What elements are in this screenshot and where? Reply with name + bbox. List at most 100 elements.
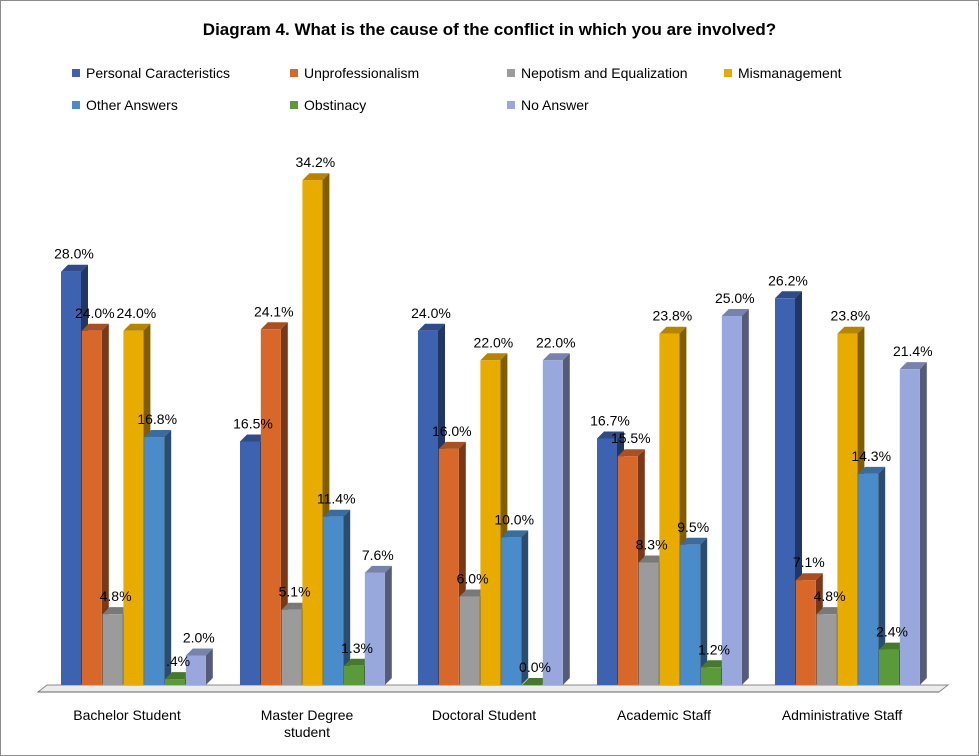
- data-label: 10.0%: [494, 511, 534, 527]
- bar-top: [899, 362, 927, 370]
- bar: [364, 572, 385, 685]
- category-label: Master Degree: [261, 707, 354, 723]
- bar: [185, 655, 206, 685]
- data-label: 21.4%: [893, 343, 933, 359]
- data-label: 1.2%: [698, 641, 730, 657]
- bar-top: [302, 173, 330, 181]
- legend-swatch: [507, 101, 515, 109]
- bar: [899, 369, 920, 685]
- bar: [775, 298, 795, 685]
- data-label: 24.1%: [254, 303, 294, 319]
- bar: [701, 667, 721, 685]
- data-label: 15.5%: [611, 430, 651, 446]
- bar: [480, 360, 501, 685]
- bar-top: [459, 589, 487, 597]
- bar: [879, 649, 899, 685]
- bar: [438, 448, 459, 685]
- bar-top: [344, 658, 371, 666]
- bar-top: [597, 431, 624, 439]
- data-label: 25.0%: [715, 290, 755, 306]
- bar-top: [81, 323, 109, 331]
- bar-top: [680, 537, 708, 545]
- legend-item-obstinacy: Obstinacy: [290, 96, 366, 114]
- bar: [680, 544, 701, 685]
- bar-top: [795, 573, 823, 581]
- bar-top: [522, 678, 549, 685]
- legend-swatch: [290, 69, 298, 77]
- bar-top: [721, 309, 749, 316]
- legend-item-nepotism: Nepotism and Equalization: [507, 64, 688, 82]
- bar-side: [562, 353, 570, 685]
- legend-label: Unprofessionalism: [304, 65, 420, 81]
- data-label: 34.2%: [296, 154, 336, 170]
- legend-label: Personal Caracteristics: [86, 65, 230, 81]
- data-label: 9.5%: [677, 519, 709, 535]
- category-label: Doctoral Student: [432, 707, 536, 723]
- data-label: 2.4%: [876, 624, 908, 640]
- bar: [837, 333, 858, 685]
- bar-side: [878, 466, 886, 685]
- data-label: 14.3%: [851, 448, 891, 464]
- bar: [597, 438, 617, 685]
- bar-top: [858, 466, 886, 474]
- bar-top: [165, 672, 192, 680]
- bar: [323, 516, 344, 685]
- bar-top: [701, 660, 728, 668]
- bar-top: [438, 441, 466, 449]
- bar-top: [837, 326, 865, 334]
- data-label: 7.1%: [793, 554, 825, 570]
- data-label: 0.0%: [519, 659, 551, 675]
- bar-side: [919, 362, 927, 685]
- category-label: Administrative Staff: [782, 707, 902, 723]
- legend-swatch: [72, 69, 80, 77]
- bar-top: [418, 323, 445, 331]
- legend-label: Nepotism and Equalization: [521, 65, 688, 81]
- bar-top: [123, 323, 151, 331]
- data-label: 16.7%: [590, 413, 630, 429]
- bar-side: [205, 648, 213, 685]
- data-label: 8.3%: [636, 536, 668, 552]
- bar-top: [480, 353, 508, 361]
- category-label: Academic Staff: [617, 707, 711, 723]
- data-label: 11.4%: [317, 491, 356, 507]
- legend-swatch: [72, 101, 80, 109]
- data-label: 16.8%: [137, 411, 177, 427]
- legend-label: Other Answers: [86, 97, 178, 113]
- bar-side: [343, 509, 351, 685]
- bar: [617, 456, 638, 685]
- bar-top: [185, 648, 213, 656]
- data-label: 22.0%: [536, 334, 576, 350]
- bar: [281, 609, 302, 685]
- bar: [123, 330, 144, 685]
- bar-top: [659, 326, 687, 334]
- bar-side: [384, 565, 392, 685]
- legend-label: Mismanagement: [738, 65, 842, 81]
- bar-top: [638, 555, 666, 563]
- category-label: Bachelor Student: [73, 707, 181, 723]
- bar: [144, 437, 165, 685]
- data-label: .4%: [166, 653, 190, 669]
- bar: [501, 537, 522, 685]
- legend-item-other-answers: Other Answers: [72, 96, 178, 114]
- bar-side: [164, 430, 172, 685]
- bar-top: [260, 322, 288, 330]
- bar: [81, 330, 102, 685]
- bar-top: [816, 607, 844, 615]
- bar: [302, 180, 323, 685]
- bar-top: [501, 530, 529, 538]
- data-label: 2.0%: [183, 629, 215, 645]
- bar-side: [101, 323, 109, 685]
- bar-top: [775, 291, 802, 299]
- legend-label: No Answer: [521, 97, 589, 113]
- bar: [542, 360, 563, 685]
- data-label: 4.8%: [814, 588, 846, 604]
- chart-title: Diagram 4. What is the cause of the conf…: [202, 20, 777, 39]
- bar-top: [240, 434, 267, 442]
- bar-side: [700, 537, 708, 685]
- data-label: 1.3%: [341, 640, 373, 656]
- data-label: 22.0%: [474, 334, 514, 350]
- legend-item-personal-caracteristics: Personal Caracteristics: [72, 64, 230, 82]
- bar-top: [144, 430, 172, 438]
- data-label: 16.5%: [233, 415, 273, 431]
